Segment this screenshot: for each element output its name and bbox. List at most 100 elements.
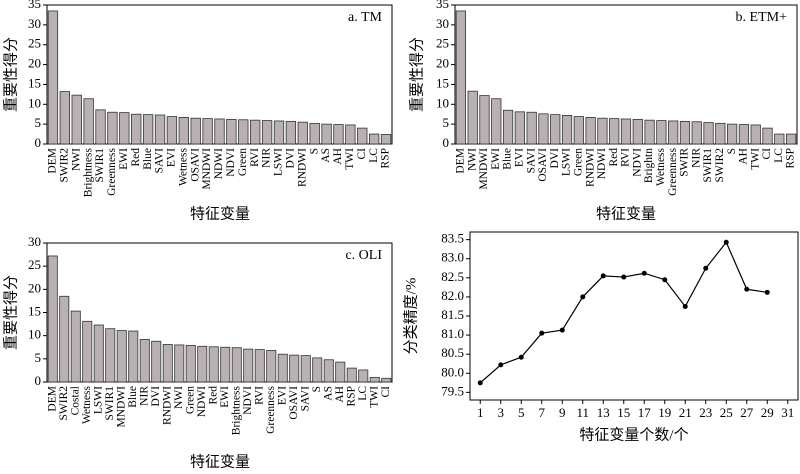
point: [580, 294, 586, 300]
x-tick-label: 21: [679, 405, 692, 420]
y-tick-label: 15: [436, 75, 449, 90]
point: [539, 330, 545, 336]
bar: [346, 367, 357, 383]
y-axis-title: 重要性得分: [408, 37, 425, 112]
bar: [151, 340, 162, 383]
x-tick-label: MNDWI: [115, 386, 127, 428]
x-tick-label: Brightness: [230, 385, 242, 435]
x-tick-label: LSWI: [92, 386, 104, 414]
x-axis-title: 特征变量: [190, 453, 250, 470]
x-tick-label: AS: [322, 386, 334, 401]
bar: [323, 359, 334, 383]
bar: [119, 112, 130, 145]
x-tick-label: S: [308, 148, 320, 154]
x-tick-label: 15: [617, 405, 630, 420]
x-tick-label: Brightn: [643, 148, 655, 183]
bar: [738, 124, 750, 145]
x-tick-label: DVI: [549, 148, 561, 169]
bar: [668, 120, 679, 145]
bar: [93, 324, 104, 383]
bar: [368, 133, 380, 145]
x-tick-label: CI: [761, 148, 773, 160]
bar: [620, 118, 632, 145]
bar: [70, 310, 81, 383]
point: [744, 286, 750, 292]
bar: [254, 349, 265, 383]
bar: [285, 120, 297, 145]
x-tick-label: SWIR2: [58, 148, 70, 183]
x-tick-label: EVI: [276, 386, 288, 405]
bar: [131, 113, 142, 145]
x-tick-label: Green: [237, 148, 249, 176]
x-tick-label: EWI: [118, 148, 130, 170]
bar: [467, 90, 478, 145]
bar: [381, 377, 392, 383]
x-tick-label: NIR: [138, 386, 150, 406]
y-tick-label: 15: [28, 303, 41, 318]
bar: [208, 346, 219, 383]
x-tick-label: RNDWI: [296, 148, 308, 187]
point: [641, 270, 647, 276]
x-tick-label: 31: [781, 405, 794, 420]
y-tick-label: 20: [436, 56, 449, 71]
bar: [154, 114, 166, 145]
x-tick-label: EVI: [166, 148, 178, 167]
bar: [573, 116, 584, 145]
bar: [107, 111, 118, 145]
x-tick-label: OSAVI: [537, 148, 549, 182]
point: [600, 273, 606, 279]
y-axis-title: 重要性得分: [2, 37, 19, 112]
y-tick-label: 10: [436, 95, 449, 110]
point: [703, 265, 709, 271]
bar: [335, 361, 346, 383]
x-tick-label: 5: [518, 405, 525, 420]
point: [559, 327, 565, 333]
x-tick-label: 19: [658, 405, 671, 420]
bar: [632, 118, 643, 145]
x-tick-label: 29: [761, 405, 774, 420]
x-tick-label: 25: [720, 405, 733, 420]
x-tick-label: RVI: [249, 148, 261, 167]
x-tick-label: SWIR: [679, 148, 691, 177]
bar: [321, 123, 332, 145]
bar: [142, 114, 154, 145]
bar: [59, 91, 71, 145]
x-tick-label: AH: [334, 386, 346, 403]
x-tick-label: Greenness: [265, 385, 277, 433]
x-tick-label: LC: [773, 148, 785, 163]
x-tick-label: LSWI: [273, 148, 285, 176]
bar: [526, 111, 537, 145]
bar: [691, 121, 702, 145]
bar: [266, 350, 277, 383]
x-tick-label: DEM: [47, 148, 59, 174]
bar: [71, 94, 82, 145]
x-tick-label: DVI: [150, 386, 162, 407]
x-tick-label: NWI: [70, 148, 82, 171]
x-tick-label: 23: [699, 405, 712, 420]
x-tick-label: Greenness: [106, 147, 118, 195]
bar: [162, 344, 173, 383]
bar: [585, 116, 596, 145]
bar: [226, 118, 237, 145]
x-tick-label: DEM: [46, 386, 58, 412]
x-tick-label: Wetness: [177, 147, 189, 186]
bar: [47, 10, 59, 145]
bar: [178, 116, 189, 145]
bar: [174, 344, 185, 383]
x-tick-label: NDWI: [596, 148, 608, 179]
panel-title: b. ETM+: [736, 10, 788, 25]
y-tick-label: 20: [28, 280, 41, 295]
y-tick-label: 35: [28, 0, 41, 11]
y-tick-label: 25: [436, 36, 449, 51]
bar: [345, 124, 356, 145]
x-tick-label: LC: [368, 148, 380, 163]
x-tick-label: SWIR1: [702, 148, 714, 183]
x-tick-label: NDVI: [242, 386, 254, 415]
x-tick-label: Costal: [69, 386, 81, 415]
bar: [83, 98, 94, 145]
bar: [550, 114, 561, 145]
x-tick-label: NDVI: [631, 148, 643, 177]
x-tick-label: MNDWI: [478, 148, 490, 190]
x-tick-label: NDWI: [196, 386, 208, 417]
bar: [261, 120, 273, 145]
